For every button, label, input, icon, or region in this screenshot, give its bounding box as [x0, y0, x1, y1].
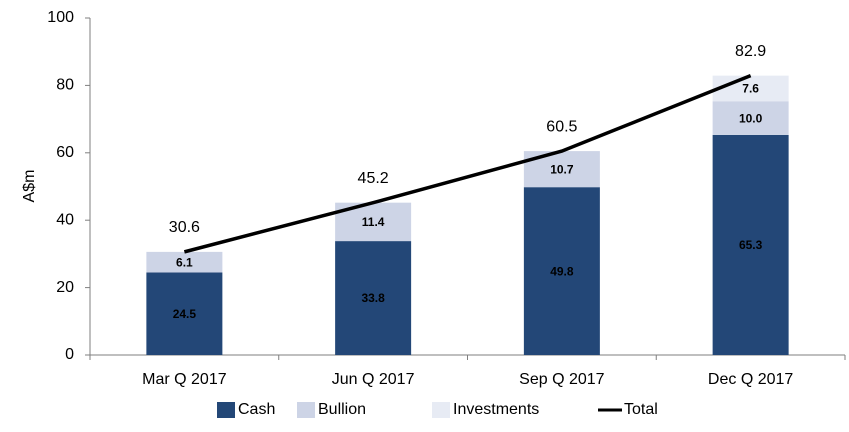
y-tick-label: 60 [56, 144, 74, 161]
legend-swatch [297, 402, 315, 418]
x-tick-label: Dec Q 2017 [708, 371, 793, 388]
legend-label: Bullion [318, 401, 366, 418]
data-label: 49.8 [550, 264, 574, 278]
legend-swatch [217, 402, 235, 418]
y-tick-label: 0 [65, 346, 74, 363]
y-tick-label: 80 [56, 77, 74, 94]
legend-label: Investments [453, 401, 539, 418]
data-label: 24.5 [173, 307, 197, 321]
total-label: 30.6 [169, 219, 200, 236]
data-label: 10.7 [550, 162, 574, 176]
data-label: 11.4 [362, 215, 385, 229]
x-tick-label: Sep Q 2017 [519, 371, 605, 388]
bar-segment [146, 251, 223, 273]
total-label: 82.9 [735, 43, 766, 60]
y-tick-label: 100 [47, 9, 74, 26]
bar-segment [523, 187, 600, 355]
data-label: 65.3 [739, 238, 763, 252]
bar-segment [335, 241, 412, 355]
total-label: 45.2 [358, 170, 389, 187]
x-tick-label: Mar Q 2017 [142, 371, 227, 388]
total-label: 60.5 [546, 118, 577, 135]
bar-segment [712, 134, 789, 355]
bar-segment [712, 101, 789, 135]
bar-segment [712, 75, 789, 102]
total-line [183, 74, 752, 254]
y-tick-label: 20 [56, 279, 74, 296]
data-label: 10.0 [739, 111, 763, 125]
legend-label: Total [624, 401, 658, 418]
x-tick-label: Jun Q 2017 [332, 371, 415, 388]
data-label: 6.1 [176, 255, 193, 269]
legend-label: Cash [238, 401, 275, 418]
legend-swatch [432, 402, 450, 418]
bar-segment [146, 272, 223, 355]
y-axis-label: A$m [21, 170, 38, 203]
y-tick-label: 40 [56, 211, 74, 228]
data-label: 7.6 [742, 82, 759, 96]
data-label: 33.8 [361, 291, 385, 305]
